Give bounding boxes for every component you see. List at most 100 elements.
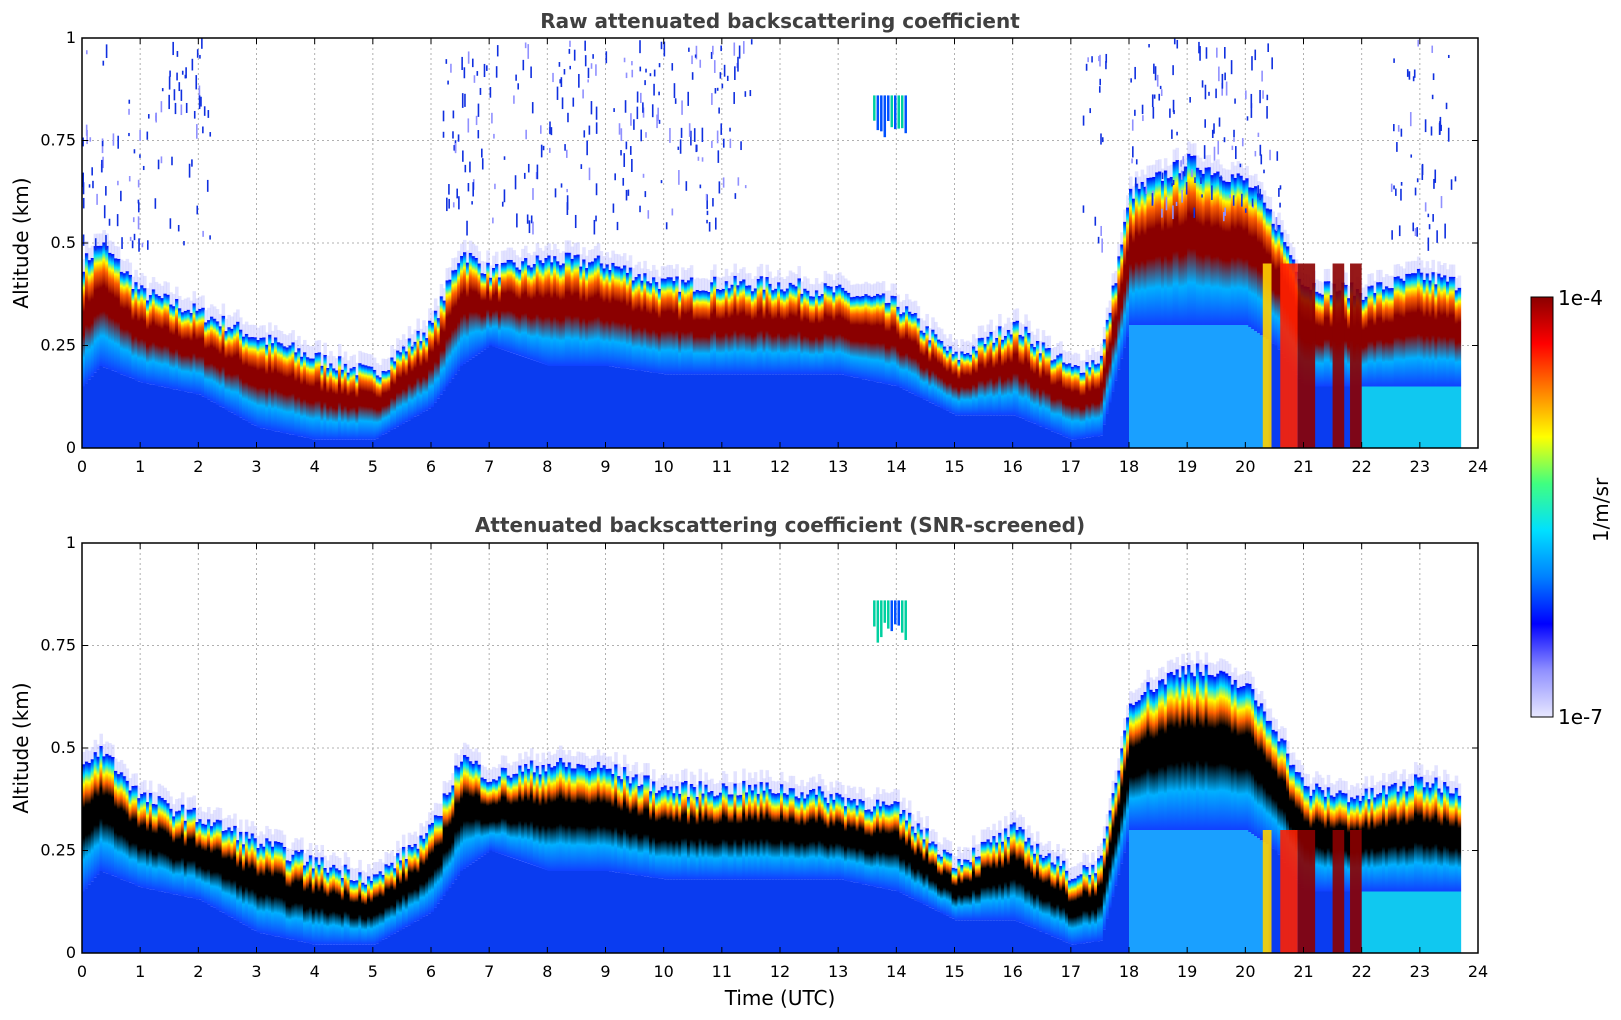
heatmap-layer-cell [1158, 171, 1162, 325]
heatmap-layer-cell [1131, 705, 1136, 830]
heatmap-layer-cell [125, 780, 130, 882]
noise-speckle [128, 132, 130, 137]
noise-speckle [678, 170, 680, 185]
heatmap-layer-cell [1065, 870, 1069, 943]
heatmap-haze-cell [1315, 279, 1319, 292]
noise-speckle [694, 54, 697, 58]
heatmap-low-cell [829, 374, 833, 448]
heatmap-low-cell [218, 406, 223, 448]
heatmap-haze-cell [963, 341, 967, 354]
heatmap-layer-cell [1149, 177, 1153, 325]
heatmap-layer-cell [1190, 672, 1194, 830]
heatmap-low-cell [346, 944, 351, 953]
noise-speckle [503, 156, 506, 160]
heatmap-haze-cell [244, 321, 249, 334]
heatmap-haze-cell [337, 343, 342, 357]
heatmap-haze-cell [387, 357, 391, 371]
noise-speckle [588, 125, 591, 135]
heatmap-low-cell [317, 944, 322, 953]
noise-speckle [573, 49, 576, 61]
heatmap-layer-cell [1414, 774, 1418, 892]
x-tick-label: 16 [1002, 457, 1022, 476]
heatmap-haze-cell [212, 810, 217, 823]
heatmap-haze-cell [177, 798, 182, 811]
heatmap-layer-cell [425, 338, 429, 411]
heatmap-low-cell [998, 415, 1002, 448]
heatmap-low-cell [128, 377, 133, 448]
heatmap-haze-cell [1035, 831, 1040, 844]
heatmap-low-cell [1082, 438, 1086, 448]
heatmap-haze-cell [1099, 343, 1104, 356]
heatmap-layer-cell [276, 841, 281, 937]
heatmap-layer-cell [90, 759, 95, 882]
heatmap-haze-cell [492, 766, 496, 780]
heatmap-low-cell [422, 916, 426, 953]
heatmap-low-cell [288, 939, 292, 953]
heatmap-haze-cell [137, 785, 141, 799]
heatmap-layer-cell [681, 279, 685, 375]
heatmap-haze-cell [617, 763, 621, 777]
noise-speckle [447, 80, 449, 85]
noise-speckle [85, 124, 88, 136]
heatmap-layer-cell [1242, 686, 1246, 830]
heatmap-low-cell [1146, 325, 1150, 448]
noise-speckle [647, 210, 650, 219]
panel-raw-x-axis: 0 1 2 3 4 5 6 7 8 9 10 11 12 13 14 15 16 17 18 19 20 21 22 23 24 [77, 38, 1488, 476]
heatmap-haze-cell [1411, 773, 1415, 786]
heatmap-low-cell [1402, 386, 1406, 448]
heatmap-haze-cell [1384, 782, 1389, 795]
heatmap-low-cell [503, 855, 508, 953]
noise-speckle [663, 41, 666, 57]
heatmap-layer-cell [573, 768, 578, 871]
heatmap-low-cell [791, 374, 796, 448]
noise-speckle [1400, 188, 1402, 201]
heatmap-layer-cell [567, 762, 572, 871]
heatmap-low-cell [843, 880, 848, 953]
heatmap-low-cell [1038, 931, 1043, 953]
heatmap-haze-cell [643, 763, 647, 776]
heatmap-layer-cell [262, 846, 266, 934]
heatmap-haze-cell [166, 282, 170, 295]
noise-speckle [622, 177, 625, 186]
heatmap-low-cell [672, 879, 676, 953]
heatmap-layer-cell [1245, 178, 1249, 325]
heatmap-layer-cell [928, 843, 932, 908]
heatmap-low-cell [556, 871, 560, 953]
heatmap-low-cell [201, 396, 205, 448]
heatmap-layer-cell [1425, 782, 1430, 892]
heatmap-layer-cell [1169, 176, 1174, 325]
heatmap-layer-cell [913, 832, 918, 901]
heatmap-haze-cell [980, 829, 985, 842]
heatmap-layer-cell [1198, 671, 1203, 830]
heatmap-layer-cell [1030, 845, 1034, 928]
heatmap-low-cell [250, 929, 255, 953]
heatmap-low-cell [838, 374, 842, 448]
heatmap-low-cell [608, 366, 612, 448]
heatmap-layer-cell [143, 792, 147, 889]
heatmap-low-cell [154, 890, 159, 953]
heatmap-low-cell [1236, 325, 1241, 448]
noise-speckle [1239, 163, 1242, 168]
heatmap-layer-cell [1021, 336, 1025, 419]
heatmap-low-cell [1315, 891, 1319, 953]
heatmap-layer-cell [512, 774, 516, 859]
noise-speckle [1171, 183, 1173, 187]
noise-speckle [1194, 177, 1196, 184]
heatmap-layer-cell [352, 366, 356, 440]
heatmap-haze-cell [817, 283, 822, 297]
heatmap-layer-cell [969, 354, 973, 416]
heatmap-layer-cell [992, 836, 996, 921]
heatmap-low-cell [1256, 333, 1261, 448]
noise-speckle [1142, 115, 1144, 122]
heatmap-low-cell [599, 871, 604, 953]
heatmap-haze-cell [698, 768, 703, 782]
heatmap-haze-cell [532, 251, 537, 265]
y-tick-label: 0 [66, 943, 76, 962]
heatmap-layer-cell [689, 277, 694, 375]
heatmap-haze-cell [1236, 675, 1241, 688]
heatmap-layer-cell [977, 856, 982, 921]
heatmap-layer-cell [625, 272, 630, 369]
heatmap-haze-cell [811, 284, 816, 297]
noise-speckle [1259, 89, 1261, 104]
heatmap-layer-cell [806, 290, 810, 375]
